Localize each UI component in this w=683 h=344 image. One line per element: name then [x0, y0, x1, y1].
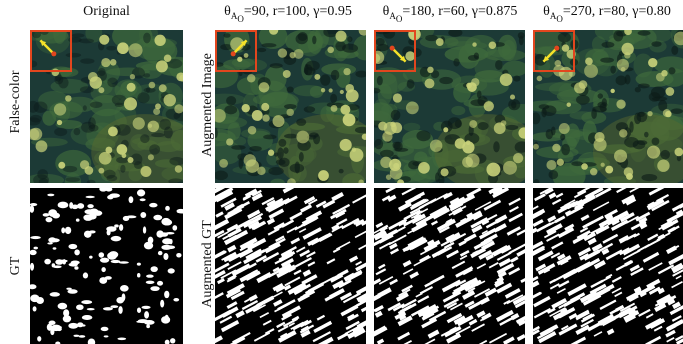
row-label-gt: GT — [8, 256, 23, 276]
gt-original-mask — [30, 188, 183, 344]
arrow-origin-dot — [230, 51, 236, 57]
zoom-inset-box — [533, 30, 575, 72]
column-title-aug1: θAO=90, r=100, γ=0.95 — [224, 4, 352, 24]
arrow-head — [399, 55, 406, 62]
column-title-aug3: θAO=270, r=80, γ=0.80 — [543, 4, 671, 24]
zoom-inset-box — [215, 30, 257, 72]
arrow-head — [40, 40, 47, 47]
row-label-false-color: False-color — [8, 70, 23, 134]
augmented-image-90 — [215, 30, 366, 183]
augmented-image-270 — [533, 30, 683, 183]
augmented-gt-270 — [533, 188, 683, 344]
arrow-head — [240, 40, 247, 47]
arrow-origin-dot — [51, 51, 57, 57]
arrow-origin-dot — [389, 45, 395, 51]
zoom-inset-box — [30, 30, 72, 72]
column-title-aug2: θAO=180, r=60, γ=0.875 — [382, 4, 518, 24]
zoom-inset-box — [374, 30, 416, 72]
augmented-gt-90 — [215, 188, 366, 344]
augmented-image-180 — [374, 30, 525, 183]
arrow-head — [543, 55, 550, 62]
row-label-augmented-image: Augmented Image — [200, 53, 215, 157]
false-color-original-image — [30, 30, 183, 183]
arrow-origin-dot — [554, 45, 560, 51]
row-label-augmented-gt: Augmented GT — [200, 220, 215, 308]
column-title-original: Original — [83, 4, 130, 19]
augmented-gt-180 — [374, 188, 525, 344]
